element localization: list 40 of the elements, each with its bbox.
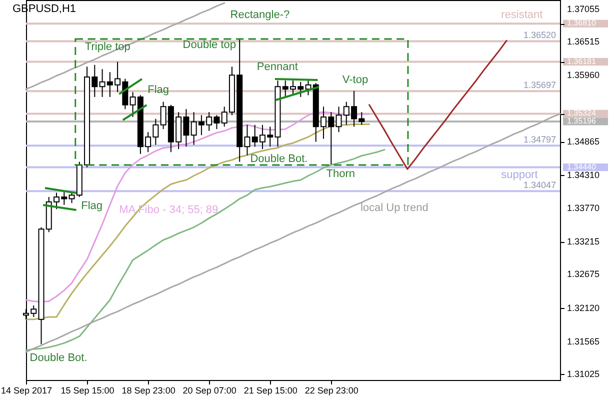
y-tick-label: 1.34310 xyxy=(567,170,600,180)
annotation: V-top xyxy=(342,74,368,86)
annotation: MA Fibo - 34; 55; 89 xyxy=(119,204,218,216)
y-tick-label: 1.36810 xyxy=(567,18,596,28)
y-tick-label: 1.31565 xyxy=(567,336,600,347)
annotation: Double top xyxy=(182,39,236,51)
x-tick-label: 15 Sep 15:00 xyxy=(60,386,114,396)
annotation: Triple top xyxy=(84,41,130,53)
annotation: Double Bot. xyxy=(30,352,88,364)
x-tick-label: 22 Sep 23:00 xyxy=(304,386,358,396)
y-tick-label: 1.33215 xyxy=(567,236,600,247)
y-tick-label: 1.35324 xyxy=(567,108,596,118)
y-tick-label: 1.32120 xyxy=(567,302,600,313)
annotation: Flag xyxy=(81,200,103,212)
annotation: Pennant xyxy=(256,60,298,73)
annotation: local Up trend xyxy=(360,202,428,214)
x-tick-label: 14 Sep 2017 xyxy=(0,386,52,396)
annotation: Rectangle-? xyxy=(230,9,290,21)
y-tick-label: 1.35960 xyxy=(567,70,600,80)
y-tick-label: 1.31025 xyxy=(567,369,600,380)
ref-line-label: 1.34797 xyxy=(523,134,556,145)
annotation: Thorn xyxy=(326,168,356,180)
y-tick-label: 1.36515 xyxy=(567,36,600,47)
y-tick-label: 1.32675 xyxy=(567,269,600,280)
x-tick-label: 20 Sep 07:00 xyxy=(182,386,236,396)
ref-line-label: 1.35697 xyxy=(523,80,556,90)
annotation: resistant xyxy=(501,9,543,21)
y-tick-label: 1.34865 xyxy=(567,136,600,147)
y-tick-label: 1.34440 xyxy=(567,162,596,172)
annotation: Double Bot. xyxy=(250,153,308,165)
x-tick-label: 18 Sep 23:00 xyxy=(122,386,176,396)
x-tick-label: 21 Sep 15:00 xyxy=(244,386,298,396)
y-tick-label: 1.36181 xyxy=(567,56,596,66)
annotation: Flag xyxy=(148,84,170,96)
ref-line-label: 1.36520 xyxy=(523,30,556,40)
ref-line-label: 1.34047 xyxy=(523,180,556,190)
y-tick-label: 1.35196 xyxy=(567,116,596,126)
annotation: support xyxy=(501,169,538,181)
y-tick-label: 1.33770 xyxy=(567,202,600,213)
y-tick-label: 1.37055 xyxy=(567,4,600,14)
